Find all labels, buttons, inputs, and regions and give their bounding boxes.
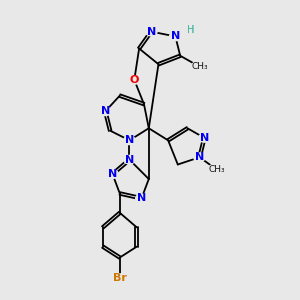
Text: N: N bbox=[137, 193, 146, 203]
Text: CH₃: CH₃ bbox=[191, 62, 208, 71]
Ellipse shape bbox=[136, 194, 147, 202]
Ellipse shape bbox=[169, 32, 181, 41]
Ellipse shape bbox=[124, 136, 135, 145]
Ellipse shape bbox=[114, 274, 126, 282]
Ellipse shape bbox=[107, 170, 118, 178]
Ellipse shape bbox=[128, 76, 140, 84]
Text: N: N bbox=[171, 32, 180, 41]
Text: N: N bbox=[195, 152, 204, 162]
Text: N: N bbox=[108, 169, 117, 179]
Text: N: N bbox=[101, 106, 110, 116]
Text: N: N bbox=[125, 135, 134, 145]
Ellipse shape bbox=[194, 153, 206, 161]
Text: N: N bbox=[147, 27, 156, 37]
Text: CH₃: CH₃ bbox=[208, 165, 225, 174]
Ellipse shape bbox=[124, 155, 135, 164]
Ellipse shape bbox=[192, 61, 208, 72]
Ellipse shape bbox=[185, 26, 197, 34]
Text: H: H bbox=[188, 26, 195, 35]
Ellipse shape bbox=[199, 134, 210, 142]
Text: N: N bbox=[200, 133, 209, 143]
Ellipse shape bbox=[146, 27, 157, 36]
Text: Br: Br bbox=[113, 273, 127, 283]
Text: O: O bbox=[130, 75, 139, 85]
Text: N: N bbox=[125, 155, 134, 165]
Ellipse shape bbox=[208, 164, 224, 175]
Text: H: H bbox=[188, 26, 195, 35]
Ellipse shape bbox=[99, 107, 111, 116]
